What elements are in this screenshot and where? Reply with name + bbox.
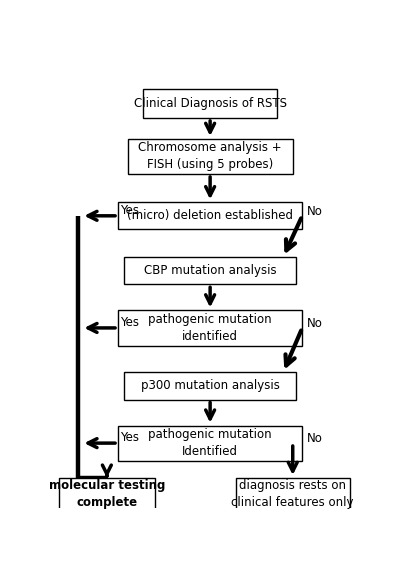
FancyBboxPatch shape <box>124 372 295 400</box>
Text: Yes: Yes <box>119 431 138 444</box>
FancyBboxPatch shape <box>118 425 301 461</box>
FancyBboxPatch shape <box>59 478 154 509</box>
FancyBboxPatch shape <box>118 311 301 345</box>
FancyBboxPatch shape <box>127 139 292 174</box>
Text: Chromosome analysis +
FISH (using 5 probes): Chromosome analysis + FISH (using 5 prob… <box>138 142 281 171</box>
Text: p300 mutation analysis: p300 mutation analysis <box>140 380 279 392</box>
Text: Yes: Yes <box>119 316 138 329</box>
Text: pathogenic mutation
Identified: pathogenic mutation Identified <box>148 428 271 458</box>
Text: No: No <box>306 432 322 445</box>
FancyBboxPatch shape <box>143 90 276 118</box>
Text: Yes: Yes <box>119 204 138 216</box>
Text: (micro) deletion established: (micro) deletion established <box>127 210 292 222</box>
FancyBboxPatch shape <box>124 257 295 284</box>
Text: No: No <box>306 317 322 330</box>
Text: No: No <box>306 205 322 218</box>
FancyBboxPatch shape <box>235 478 349 509</box>
FancyBboxPatch shape <box>118 202 301 230</box>
Text: Clinical Diagnosis of RSTS: Clinical Diagnosis of RSTS <box>133 97 286 110</box>
Text: CBP mutation analysis: CBP mutation analysis <box>144 264 276 278</box>
Text: diagnosis rests on
clinical features only: diagnosis rests on clinical features onl… <box>231 478 353 509</box>
Text: molecular testing
complete: molecular testing complete <box>49 478 165 509</box>
Text: pathogenic mutation
identified: pathogenic mutation identified <box>148 313 271 343</box>
